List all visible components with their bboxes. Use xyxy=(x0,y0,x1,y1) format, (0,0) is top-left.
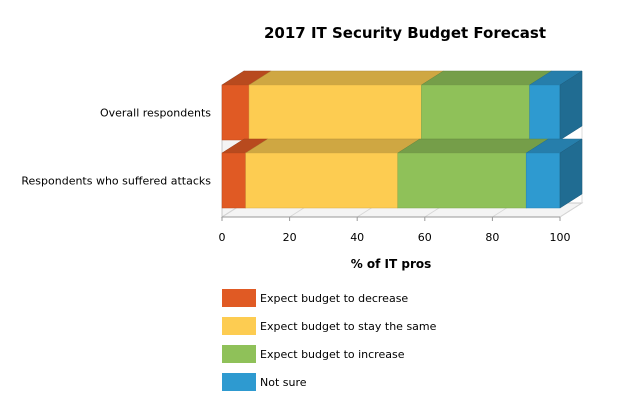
bar-segment xyxy=(528,70,583,141)
bar-front-face xyxy=(421,84,530,141)
category-labels: Overall respondents Respondents who suffe… xyxy=(21,107,211,188)
legend-swatch xyxy=(222,289,256,307)
legend-label: Not sure xyxy=(260,376,307,389)
legend-item: Expect budget to decrease xyxy=(222,289,408,307)
bar-top-face xyxy=(248,70,445,86)
legend-swatch xyxy=(222,345,256,363)
x-tick-label: 60 xyxy=(418,231,432,244)
bar-segment xyxy=(420,70,553,141)
bar-front-face xyxy=(248,84,422,141)
x-tick-label: 0 xyxy=(219,231,226,244)
legend-label: Expect budget to increase xyxy=(260,348,405,361)
bar-segment xyxy=(248,70,445,141)
bars xyxy=(221,70,583,209)
chart-title: 2017 IT Security Budget Forecast xyxy=(264,24,546,42)
legend-item: Expect budget to stay the same xyxy=(222,317,437,335)
bar-front-face xyxy=(397,152,527,209)
legend-label: Expect budget to decrease xyxy=(260,292,408,305)
x-tick-label: 80 xyxy=(485,231,499,244)
legend-item: Not sure xyxy=(222,373,307,391)
bar-front-face xyxy=(221,152,246,209)
x-tick-label: 20 xyxy=(283,231,297,244)
bar-front-face xyxy=(245,152,399,209)
x-tick-label: 100 xyxy=(550,231,571,244)
legend-swatch xyxy=(222,373,256,391)
bar-segment xyxy=(221,70,272,141)
bar-side-face xyxy=(559,138,583,209)
bar-segment xyxy=(244,138,421,209)
bar-segment xyxy=(525,138,583,209)
legend-label: Expect budget to stay the same xyxy=(260,320,437,333)
category-label: Respondents who suffered attacks xyxy=(21,175,211,188)
floor-gridline xyxy=(559,202,583,218)
legend: Expect budget to decrease Expect budget t… xyxy=(222,289,437,391)
x-tick-label: 40 xyxy=(350,231,364,244)
category-label: Overall respondents xyxy=(100,107,211,120)
bar-front-face xyxy=(221,84,250,141)
bar-side-face xyxy=(559,70,583,141)
bar-front-face xyxy=(525,152,561,209)
bar-segment xyxy=(396,138,550,209)
bar-top-face xyxy=(396,138,550,154)
legend-item: Expect budget to increase xyxy=(222,345,405,363)
bar-top-face xyxy=(420,70,553,86)
x-axis-ticks: 0 20 40 60 80 100 xyxy=(219,217,571,244)
legend-swatch xyxy=(222,317,256,335)
bar-top-face xyxy=(244,138,421,154)
bar-front-face xyxy=(529,84,561,141)
x-axis-label: % of IT pros xyxy=(351,257,432,271)
